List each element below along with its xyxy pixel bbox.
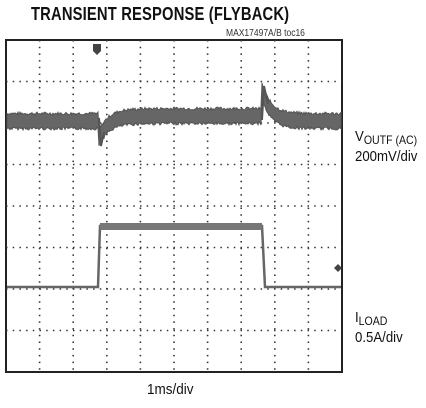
channel-2-label: ILOAD	[355, 309, 388, 328]
output-voltage-transient	[98, 85, 269, 147]
figure-title: TRANSIENT RESPONSE (FLYBACK)	[31, 4, 290, 24]
traces	[6, 82, 342, 289]
channel-1-label: VOUTF (AC)	[355, 128, 418, 147]
channel-2-scale: 0.5A/div	[355, 329, 403, 346]
channel-marker	[93, 44, 101, 55]
output-voltage-trace	[6, 82, 342, 147]
channel-1-scale: 200mV/div	[355, 148, 418, 165]
timebase-label: 1ms/div	[147, 381, 194, 398]
figure-reference: MAX17497A/B toc16	[226, 28, 305, 39]
load-current-noise	[100, 223, 262, 230]
trigger-marker	[334, 264, 342, 272]
